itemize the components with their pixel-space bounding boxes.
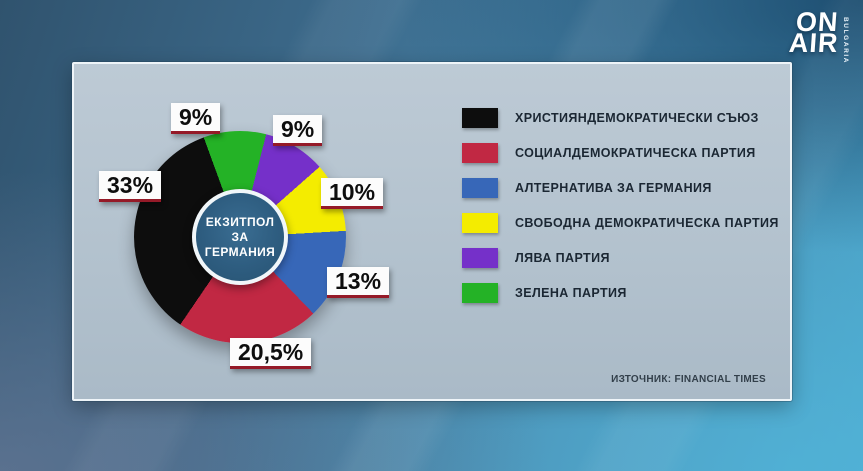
legend-item: ЗЕЛЕНА ПАРТИЯ: [462, 283, 779, 303]
logo-air-text: AIR: [787, 28, 840, 58]
legend-label: СОЦИАЛДЕМОКРАТИЧЕСКА ПАРТИЯ: [515, 146, 756, 160]
legend-item: ХРИСТИЯНДЕМОКРАТИЧЕСКИ СЪЮЗ: [462, 108, 779, 128]
legend-swatch-red: [462, 143, 498, 163]
onair-logo: ON AIR BULGARIA: [787, 7, 849, 64]
legend-swatch-black: [462, 108, 498, 128]
pie-value-label-spd: 20,5%: [230, 338, 312, 369]
legend-item: СОЦИАЛДЕМОКРАТИЧЕСКА ПАРТИЯ: [462, 143, 779, 163]
pie-center-label: ЕКЗИТПОЛ ЗА ГЕРМАНИЯ: [192, 189, 288, 285]
legend-swatch-green: [462, 283, 498, 303]
pie-value-label-fdp: 10%: [321, 178, 384, 209]
pie-value-label-cdu: 33%: [99, 171, 162, 202]
legend-swatch-yellow: [462, 213, 498, 233]
legend: ХРИСТИЯНДЕМОКРАТИЧЕСКИ СЪЮЗ СОЦИАЛДЕМОКР…: [462, 108, 779, 318]
legend-label: ЗЕЛЕНА ПАРТИЯ: [515, 286, 627, 300]
logo-bulgaria-text: BULGARIA: [842, 17, 849, 65]
pie-value-label-afd: 13%: [327, 267, 390, 298]
source-credit: ИЗТОЧНИК: FINANCIAL TIMES: [611, 374, 766, 385]
legend-label: ЛЯВА ПАРТИЯ: [515, 251, 610, 265]
legend-label: СВОБОДНА ДЕМОКРАТИЧЕСКА ПАРТИЯ: [515, 216, 779, 230]
pie-center-line2: ГЕРМАНИЯ: [204, 244, 276, 259]
legend-label: АЛТЕРНАТИВА ЗА ГЕРМАНИЯ: [515, 181, 712, 195]
legend-item: АЛТЕРНАТИВА ЗА ГЕРМАНИЯ: [462, 178, 779, 198]
legend-item: СВОБОДНА ДЕМОКРАТИЧЕСКА ПАРТИЯ: [462, 213, 779, 233]
legend-swatch-purple: [462, 248, 498, 268]
legend-swatch-blue: [462, 178, 498, 198]
pie-value-label-green: 9%: [171, 103, 221, 134]
infographic-panel: ЕКЗИТПОЛ ЗА ГЕРМАНИЯ 33% 20,5% 13% 10% 9…: [72, 62, 792, 401]
legend-item: ЛЯВА ПАРТИЯ: [462, 248, 779, 268]
pie-value-label-left: 9%: [273, 115, 323, 146]
legend-label: ХРИСТИЯНДЕМОКРАТИЧЕСКИ СЪЮЗ: [515, 111, 759, 125]
pie-center-line1: ЕКЗИТПОЛ ЗА: [205, 214, 275, 244]
